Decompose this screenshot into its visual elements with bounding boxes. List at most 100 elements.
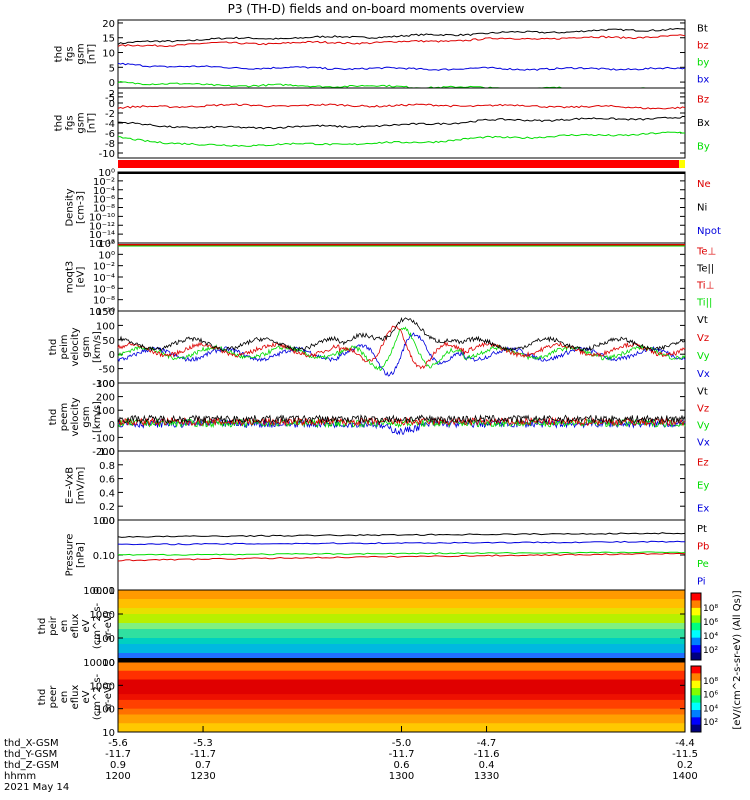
y-tick-label: 150 [96, 307, 115, 318]
colorbar-tick-label: 10⁴ [703, 704, 718, 714]
y-tick-label: -200 [92, 447, 115, 458]
series-line-bz [117, 103, 686, 110]
spectrogram-band [118, 717, 685, 721]
spectrogram-band [118, 662, 685, 666]
spectrogram-band [118, 664, 685, 669]
y-tick-label: 0.2 [99, 502, 115, 513]
legend-entry: Bx [697, 118, 710, 129]
colorbar-band [691, 666, 701, 674]
colorbar-band [691, 615, 701, 624]
panel-frame [117, 87, 686, 159]
colorbar-band [691, 717, 701, 726]
y-tick-label: 10000 [83, 658, 115, 669]
legend-entry: Ez [697, 458, 709, 469]
colorbars: 10⁸ 10⁶ 10⁴ 10² 10⁸ 10⁶ 10⁴ 10² [eV/(cm^2-s-sr-e… [690, 590, 743, 733]
x-row-label: hhmm [4, 771, 36, 782]
x-row-value: -5.0 [392, 738, 412, 749]
legend-entry: Vx [697, 369, 710, 380]
colorbar-band [691, 600, 701, 609]
colorbar-band [691, 593, 701, 601]
spectrogram-band [118, 708, 685, 713]
pressure-trace-red [117, 552, 686, 562]
spectrogram-band [118, 611, 685, 615]
series-line-bx [117, 80, 685, 89]
spectrogram-band [118, 632, 685, 636]
pressure-trace-black [117, 532, 686, 538]
y-tick-label: -8 [105, 139, 115, 150]
y-tick-label: 200 [96, 393, 115, 404]
legend-entry: Pi [697, 576, 706, 587]
legend-entry: Vz [697, 333, 709, 344]
y-axis-label: gsm [76, 112, 87, 133]
x-row-value: 1200 [105, 771, 130, 782]
y-axis-label: thd [54, 46, 65, 63]
spectrogram-band [118, 676, 685, 680]
series-line-by [117, 131, 686, 147]
spectrogram-band [118, 670, 685, 675]
y-tick-label: 10⁻² [93, 177, 115, 188]
y-tick-label: 100 [96, 321, 115, 332]
y-tick-label: -100 [92, 433, 115, 444]
spectrogram-band [118, 656, 685, 660]
legend-entry: Vy [697, 421, 710, 432]
y-axis-label: velocity [70, 327, 81, 366]
spectrogram-band [118, 647, 685, 651]
velocity-trace-black [117, 317, 686, 353]
pressure-trace-green [117, 551, 686, 556]
y-tick-label: 10⁰ [98, 250, 115, 261]
legend-entry: Te|| [696, 264, 714, 275]
x-row-value: -11.7 [190, 749, 216, 760]
y-tick-label: 1000 [90, 681, 115, 692]
y-axis-label: gsm [76, 43, 87, 64]
legend-entry: Vt [697, 315, 708, 326]
spectrogram-band [118, 644, 685, 648]
panel-frame [117, 242, 686, 312]
y-axis-label: sr-eV) [103, 682, 114, 711]
series-line-bx [117, 115, 686, 130]
date-label: 2021 May 14 [4, 782, 69, 793]
x-row-value: 0.2 [677, 760, 693, 771]
y-axis-label: eV [81, 690, 92, 703]
panel-frame [117, 171, 686, 244]
spectrogram-gap [118, 658, 685, 662]
y-tick-label: 1.0 [99, 447, 115, 458]
series-line-bz [117, 34, 686, 47]
spectrogram-band [118, 617, 685, 621]
y-tick-label: -4 [105, 119, 115, 130]
y-tick-label: -10 [99, 149, 115, 160]
velocity-trace-red [117, 416, 686, 427]
y-axis-label: [mV/m] [76, 467, 87, 505]
y-axis-label: peem [59, 403, 70, 431]
y-tick-label: 0 [109, 78, 115, 89]
colorbar-band [691, 645, 701, 654]
x-row-value: 1330 [474, 771, 499, 782]
spectrogram-band [118, 714, 685, 718]
panel-9: 10000 1000 100 10 thd peir en eflux eV (cm^2-s-sr… [37, 586, 686, 669]
y-axis-label: gsm [81, 336, 92, 357]
y-axis-label: [nPa] [76, 542, 87, 568]
spectrogram-band [118, 723, 685, 727]
density-bar-end [679, 160, 685, 168]
colorbar-tick-label: 10⁴ [703, 632, 718, 642]
legend-entry: By [697, 141, 710, 152]
legend-entry: Bz [697, 95, 709, 106]
colorbar-band [691, 637, 701, 646]
legend-entry: Ti|| [696, 298, 712, 309]
y-tick-label: 10⁻⁴ [93, 186, 115, 197]
spectrogram-band [118, 694, 685, 698]
legend-entry: bx [697, 75, 709, 86]
velocity-trace-red [117, 324, 686, 370]
spectrogram-band [118, 641, 685, 645]
spectrogram-band [118, 705, 685, 710]
spectrogram-band [118, 596, 685, 600]
spectrogram-band [118, 667, 685, 672]
colorbar-band [691, 652, 701, 661]
y-axis-label: [km/s] [92, 331, 103, 363]
colorbar-band [691, 630, 701, 639]
panel-8: 1.00 0.10 0.01 Pressure [nPa] Pt Pb Pe Pi [65, 516, 710, 597]
y-tick-label: 300 [96, 379, 115, 390]
y-tick-label: 100 [96, 406, 115, 417]
panel-10: 10000 1000 100 10 thd peer en eflux eV (cm^2-s-sr… [37, 658, 686, 739]
y-axis-label: thd [48, 409, 59, 426]
